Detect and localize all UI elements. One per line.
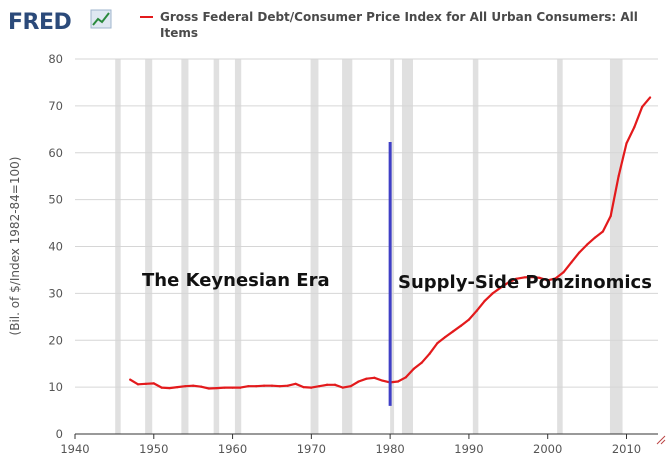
y-axis-label: (Bil. of $/Index 1982-84=100)	[8, 157, 22, 336]
y-tick-label: 10	[48, 380, 63, 394]
legend-label-line-1: Gross Federal Debt/Consumer Price Index …	[160, 10, 642, 24]
y-tick-label: 30	[48, 286, 63, 300]
data-point	[136, 383, 140, 386]
data-point	[199, 385, 203, 388]
data-point	[192, 384, 195, 387]
data-point	[538, 276, 541, 280]
x-tick-label: 1980	[375, 442, 404, 456]
data-point	[609, 214, 612, 218]
data-point	[428, 352, 431, 355]
data-point	[215, 386, 218, 390]
data-point	[160, 386, 163, 389]
legend-label-line-2: Items	[160, 26, 198, 40]
data-point	[617, 175, 620, 178]
data-point	[499, 286, 502, 289]
data-point	[507, 281, 510, 284]
data-point	[184, 385, 187, 388]
data-point	[176, 386, 179, 389]
data-point	[223, 386, 226, 389]
data-point	[633, 125, 636, 129]
x-tick-label: 1960	[218, 442, 247, 456]
data-point	[239, 386, 242, 389]
data-point	[530, 275, 534, 279]
data-point	[522, 276, 526, 279]
y-tick-label: 20	[48, 333, 63, 347]
data-point	[333, 383, 337, 386]
data-point	[381, 379, 384, 382]
data-point	[373, 376, 376, 379]
data-point	[491, 292, 494, 295]
legend-label: Gross Federal Debt/Consumer Price Index …	[160, 10, 642, 40]
data-point	[310, 386, 313, 389]
y-tick-label: 60	[48, 146, 63, 160]
x-tick-label: 2010	[612, 442, 641, 456]
y-tick-label: 50	[48, 193, 63, 207]
data-point	[585, 243, 589, 246]
data-point	[357, 380, 360, 383]
data-point	[326, 383, 329, 386]
fred-chart-icon	[90, 9, 112, 29]
data-point	[459, 324, 463, 327]
data-point	[601, 230, 604, 233]
data-point	[168, 386, 171, 390]
data-point	[294, 382, 297, 385]
annotation-keynesian-era: The Keynesian Era	[142, 270, 330, 291]
data-point	[318, 385, 321, 388]
data-point	[546, 279, 549, 282]
data-point	[404, 376, 407, 379]
data-point	[129, 378, 132, 381]
data-point	[207, 387, 211, 390]
data-point	[420, 361, 423, 364]
data-point	[578, 251, 581, 254]
data-point	[467, 318, 471, 321]
data-point	[570, 261, 573, 264]
data-point	[483, 299, 486, 302]
data-point	[286, 384, 289, 387]
data-point	[452, 330, 455, 333]
x-tick-label: 1950	[139, 442, 168, 456]
data-point	[270, 384, 274, 387]
data-point	[562, 271, 565, 274]
data-point	[444, 335, 447, 339]
fred-logo[interactable]: FRED	[8, 9, 112, 35]
data-point	[475, 309, 478, 312]
data-point	[247, 385, 250, 388]
data-point	[641, 105, 644, 108]
x-tick-label: 1990	[454, 442, 483, 456]
data-point	[144, 382, 148, 385]
y-tick-label: 70	[48, 99, 63, 113]
data-point	[365, 377, 368, 380]
legend: Gross Federal Debt/Consumer Price Index …	[140, 10, 642, 40]
data-point	[649, 96, 652, 99]
y-axis: 0 10 20 30 40 50 60 70 80	[48, 52, 63, 441]
data-point	[412, 367, 415, 370]
fred-logo-text: FRED	[8, 10, 71, 35]
data-point	[625, 142, 628, 145]
data-point	[231, 386, 234, 389]
data-point	[593, 236, 597, 239]
data-point	[302, 386, 305, 389]
data-point	[152, 382, 155, 385]
y-tick-label: 0	[56, 427, 63, 441]
y-tick-label: 80	[48, 52, 63, 66]
x-tick-label: 2000	[533, 442, 562, 456]
data-point	[349, 385, 352, 388]
data-point	[262, 384, 266, 387]
x-axis: 1940 1950 1960 1970 1980 1990 2000 2010	[60, 433, 658, 456]
data-point	[396, 380, 400, 383]
data-point	[436, 341, 439, 345]
resize-grip-icon[interactable]	[656, 435, 666, 445]
data-point	[255, 385, 258, 388]
data-point	[341, 386, 344, 389]
x-tick-label: 1940	[60, 442, 89, 456]
x-tick-label: 1970	[297, 442, 326, 456]
annotation-supply-side: Supply-Side Ponzinomics	[398, 272, 652, 293]
data-point	[554, 277, 557, 280]
y-tick-label: 40	[48, 240, 63, 254]
data-point	[515, 277, 518, 280]
data-point	[278, 385, 281, 388]
